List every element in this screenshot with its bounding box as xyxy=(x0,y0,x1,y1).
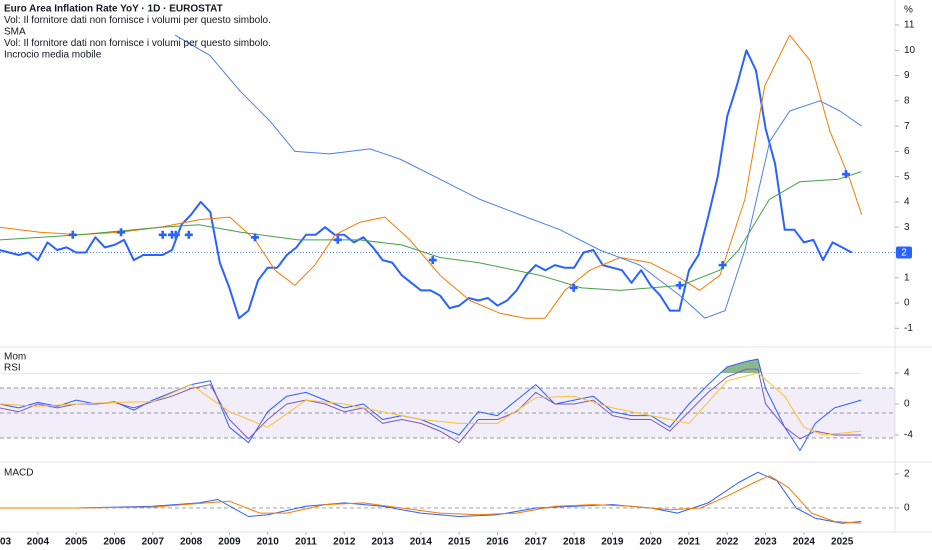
y-tick-label: 3 xyxy=(904,222,910,233)
last-price-box xyxy=(896,246,912,259)
y-tick-label: -4 xyxy=(904,430,913,441)
x-tick-label: 2024 xyxy=(793,537,816,548)
y-tick-label: 11 xyxy=(904,20,915,31)
x-tick-label: 03 xyxy=(0,537,12,548)
series-line xyxy=(0,475,862,524)
crossover-marker xyxy=(68,230,77,239)
x-tick-label: 2004 xyxy=(27,537,50,548)
last-price-label: 2 xyxy=(901,248,907,259)
y-tick-label: 2 xyxy=(904,469,910,480)
x-tick-label: 2021 xyxy=(678,537,701,548)
x-tick-label: 2005 xyxy=(65,537,88,548)
x-tick-label: 2015 xyxy=(448,537,471,548)
pane-legend: RSI xyxy=(4,363,21,374)
crossover-marker xyxy=(117,228,126,237)
legend-entry: Vol: Il fornitore dati non fornisce i vo… xyxy=(4,15,271,26)
series-line xyxy=(0,368,862,444)
x-tick-label: 2008 xyxy=(180,537,203,548)
x-tick-label: 2019 xyxy=(601,537,624,548)
y-tick-label: 5 xyxy=(904,171,910,182)
series-line xyxy=(0,171,862,291)
y-tick-label: 8 xyxy=(904,95,910,106)
y-tick-label: 10 xyxy=(904,45,916,56)
crossover-marker xyxy=(841,170,850,179)
x-tick-label: 2011 xyxy=(295,537,317,548)
x-tick-label: 2012 xyxy=(333,537,356,548)
crossover-marker xyxy=(158,230,167,239)
series-line xyxy=(174,34,862,319)
crossover-marker xyxy=(333,235,342,244)
chart-title: Euro Area Inflation Rate YoY · 1D · EURO… xyxy=(4,4,223,15)
series-line xyxy=(0,372,862,436)
y-tick-label: 4 xyxy=(904,197,910,208)
axis-unit: % xyxy=(904,5,913,16)
crossover-marker xyxy=(171,230,180,239)
y-tick-label: 0 xyxy=(904,399,910,410)
crossover-marker xyxy=(251,233,260,242)
y-tick-label: 4 xyxy=(904,368,910,379)
crossover-marker xyxy=(675,281,684,290)
x-tick-label: 2023 xyxy=(754,537,777,548)
y-tick-label: -1 xyxy=(904,323,913,334)
series-line xyxy=(0,49,853,320)
x-tick-label: 2013 xyxy=(371,537,394,548)
x-tick-label: 2017 xyxy=(525,537,548,548)
x-tick-label: 2025 xyxy=(831,537,854,548)
y-tick-label: 7 xyxy=(904,121,910,132)
crossover-marker xyxy=(569,283,578,292)
pane-legend: MACD xyxy=(4,468,33,479)
x-tick-label: 2014 xyxy=(410,537,433,548)
y-tick-label: 1 xyxy=(904,272,910,283)
crossover-marker xyxy=(718,261,727,270)
x-tick-label: 2016 xyxy=(486,537,509,548)
series-line xyxy=(0,34,863,319)
legend-entry: Incrocio media mobile xyxy=(4,50,102,61)
series-line xyxy=(0,471,862,524)
legend-entry: SMA xyxy=(4,27,26,38)
crossover-marker xyxy=(184,230,193,239)
x-tick-label: 2006 xyxy=(103,537,126,548)
crossover-marker xyxy=(428,256,437,265)
legend-entry: Vol: Il fornitore dati non fornisce i vo… xyxy=(4,38,271,49)
x-tick-label: 2022 xyxy=(716,537,739,548)
x-tick-label: 2009 xyxy=(218,537,241,548)
x-tick-label: 2020 xyxy=(640,537,663,548)
labels: Euro Area Inflation Rate YoY · 1D · EURO… xyxy=(4,4,913,479)
pane-legend: Mom xyxy=(4,352,26,363)
x-tick-label: 2010 xyxy=(257,537,280,548)
y-tick-label: 9 xyxy=(904,70,910,81)
y-tick-label: 6 xyxy=(904,146,910,157)
plot-area xyxy=(0,34,895,524)
y-tick-label: 0 xyxy=(904,503,910,514)
y-tick-label: 0 xyxy=(904,298,910,309)
x-tick-label: 2007 xyxy=(142,537,165,548)
x-tick-label: 2018 xyxy=(563,537,586,548)
